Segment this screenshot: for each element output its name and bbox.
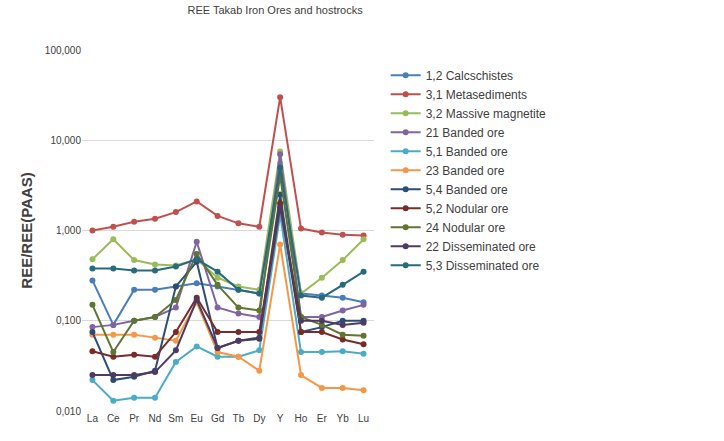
svg-text:5,1 Banded ore: 5,1 Banded ore bbox=[426, 145, 508, 159]
svg-text:5,2 Nodular ore: 5,2 Nodular ore bbox=[426, 202, 509, 216]
svg-text:Gd: Gd bbox=[211, 413, 224, 424]
svg-text:0,010: 0,010 bbox=[56, 406, 81, 417]
svg-text:24 Nodular ore: 24 Nodular ore bbox=[426, 221, 506, 235]
svg-text:Ho: Ho bbox=[295, 413, 308, 424]
svg-text:Ce: Ce bbox=[107, 413, 120, 424]
svg-text:5,4 Banded ore: 5,4 Banded ore bbox=[426, 183, 508, 197]
svg-text:5,3 Disseminated ore: 5,3 Disseminated ore bbox=[426, 259, 540, 273]
svg-text:Pr: Pr bbox=[129, 413, 140, 424]
svg-text:0,100: 0,100 bbox=[56, 315, 81, 326]
svg-text:3,2 Massive magnetite: 3,2 Massive magnetite bbox=[426, 107, 546, 121]
svg-text:REE Takab Iron Ores and hostro: REE Takab Iron Ores and hostrocks bbox=[187, 4, 363, 16]
svg-text:Yb: Yb bbox=[337, 413, 350, 424]
svg-text:La: La bbox=[87, 413, 99, 424]
svg-text:22 Disseminated ore: 22 Disseminated ore bbox=[426, 240, 536, 254]
svg-text:21 Banded ore: 21 Banded ore bbox=[426, 126, 505, 140]
svg-text:1,000: 1,000 bbox=[56, 225, 81, 236]
svg-text:100,000: 100,000 bbox=[45, 45, 82, 56]
svg-text:1,2 Calcschistes: 1,2 Calcschistes bbox=[426, 69, 513, 83]
svg-text:Nd: Nd bbox=[149, 413, 162, 424]
svg-text:Sm: Sm bbox=[168, 413, 183, 424]
svg-text:Er: Er bbox=[317, 413, 328, 424]
svg-text:Y: Y bbox=[277, 413, 284, 424]
svg-text:23 Banded ore: 23 Banded ore bbox=[426, 164, 505, 178]
svg-text:Eu: Eu bbox=[191, 413, 203, 424]
svg-text:Lu: Lu bbox=[358, 413, 369, 424]
svg-text:REE/REE(PAAS): REE/REE(PAAS) bbox=[18, 172, 35, 288]
svg-text:Tb: Tb bbox=[233, 413, 245, 424]
svg-text:10,000: 10,000 bbox=[50, 135, 81, 146]
svg-text:3,1 Metasediments: 3,1 Metasediments bbox=[426, 88, 527, 102]
svg-text:Dy: Dy bbox=[253, 413, 265, 424]
